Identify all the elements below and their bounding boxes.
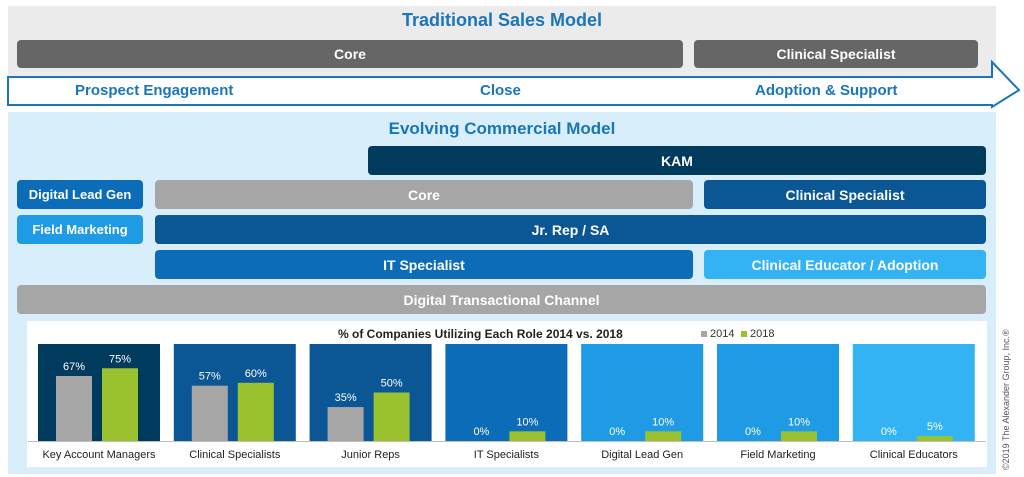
data-label-2018-field-marketing: 10% bbox=[788, 416, 810, 428]
data-label-2014-clinical-specialists: 57% bbox=[199, 371, 221, 383]
category-label-field-marketing: Field Marketing bbox=[740, 449, 815, 461]
category-label-junior-reps: Junior Reps bbox=[341, 449, 400, 461]
data-label-2014-clinical-educators: 0% bbox=[881, 426, 897, 438]
copyright-notice: ©2019 The Alexander Group, Inc.® bbox=[1001, 329, 1011, 470]
legend-2018-swatch bbox=[741, 331, 747, 337]
data-label-2018-digital-lead-gen: 10% bbox=[652, 416, 674, 428]
digital-transactional-channel-bar: Digital Transactional Channel bbox=[17, 285, 986, 314]
bar-2014-junior-reps bbox=[327, 407, 364, 441]
data-label-2014-it-specialists: 0% bbox=[473, 426, 489, 438]
legend-2014: 2014 bbox=[701, 328, 734, 340]
legend-2014-swatch bbox=[701, 331, 707, 337]
sales-process-arrow-icon bbox=[7, 59, 1021, 109]
legend-2018-label: 2018 bbox=[750, 328, 775, 340]
chart-panel-bg-clinical-educators bbox=[852, 344, 975, 441]
jr-rep-bar: Jr. Rep / SA bbox=[155, 215, 986, 244]
bar-2014-key-account-managers bbox=[56, 376, 92, 441]
category-label-it-specialists: IT Specialists bbox=[474, 449, 540, 461]
stage-close: Close bbox=[480, 82, 521, 99]
traditional-clinical-specialist-bar: Clinical Specialist bbox=[694, 40, 978, 68]
clinical-educator-bar: Clinical Educator / Adoption bbox=[704, 250, 986, 279]
digital-lead-gen-box: Digital Lead Gen bbox=[17, 180, 143, 209]
stage-prospect-engagement: Prospect Engagement bbox=[75, 82, 234, 99]
chart-title: % of Companies Utilizing Each Role 2014 … bbox=[338, 327, 623, 341]
evolving-model-title: Evolving Commercial Model bbox=[388, 119, 616, 138]
legend-2018: 2018 bbox=[741, 328, 774, 340]
data-label-2018-junior-reps: 50% bbox=[381, 378, 403, 390]
category-label-clinical-educators: Clinical Educators bbox=[870, 449, 959, 461]
category-label-digital-lead-gen: Digital Lead Gen bbox=[601, 449, 683, 461]
data-label-2014-key-account-managers: 67% bbox=[63, 361, 85, 373]
bar-2018-junior-reps bbox=[373, 392, 410, 441]
data-label-2018-clinical-educators: 5% bbox=[927, 421, 943, 433]
category-label-key-account-managers: Key Account Managers bbox=[42, 449, 156, 461]
bar-2018-digital-lead-gen bbox=[645, 431, 682, 441]
category-label-clinical-specialists: Clinical Specialists bbox=[189, 449, 281, 461]
data-label-2014-digital-lead-gen: 0% bbox=[609, 426, 625, 438]
kam-bar: KAM bbox=[368, 146, 986, 175]
bar-2018-clinical-specialists bbox=[237, 382, 274, 441]
bar-2018-key-account-managers bbox=[102, 368, 138, 441]
data-label-2018-key-account-managers: 75% bbox=[109, 353, 131, 365]
field-marketing-box: Field Marketing bbox=[17, 215, 143, 244]
chart-panel-bg-field-marketing bbox=[717, 344, 839, 441]
data-label-2018-clinical-specialists: 60% bbox=[245, 368, 267, 380]
data-label-2014-junior-reps: 35% bbox=[335, 392, 357, 404]
legend-2014-label: 2014 bbox=[710, 328, 735, 340]
chart-panel-bg-it-specialists bbox=[445, 344, 568, 441]
bar-2018-clinical-educators bbox=[916, 436, 953, 441]
traditional-model-title: Traditional Sales Model bbox=[401, 10, 603, 30]
bar-2018-field-marketing bbox=[781, 431, 817, 441]
stage-adoption-support: Adoption & Support bbox=[755, 82, 898, 99]
it-specialist-bar: IT Specialist bbox=[155, 250, 693, 279]
data-label-2018-it-specialists: 10% bbox=[516, 416, 538, 428]
data-label-2014-field-marketing: 0% bbox=[745, 426, 761, 438]
bar-2018-it-specialists bbox=[509, 431, 546, 441]
bar-2014-clinical-specialists bbox=[191, 385, 228, 441]
evolving-clinical-specialist-bar: Clinical Specialist bbox=[704, 180, 986, 209]
chart-panel-bg-digital-lead-gen bbox=[581, 344, 704, 441]
evolving-core-bar: Core bbox=[155, 180, 693, 209]
traditional-core-bar: Core bbox=[17, 40, 683, 68]
